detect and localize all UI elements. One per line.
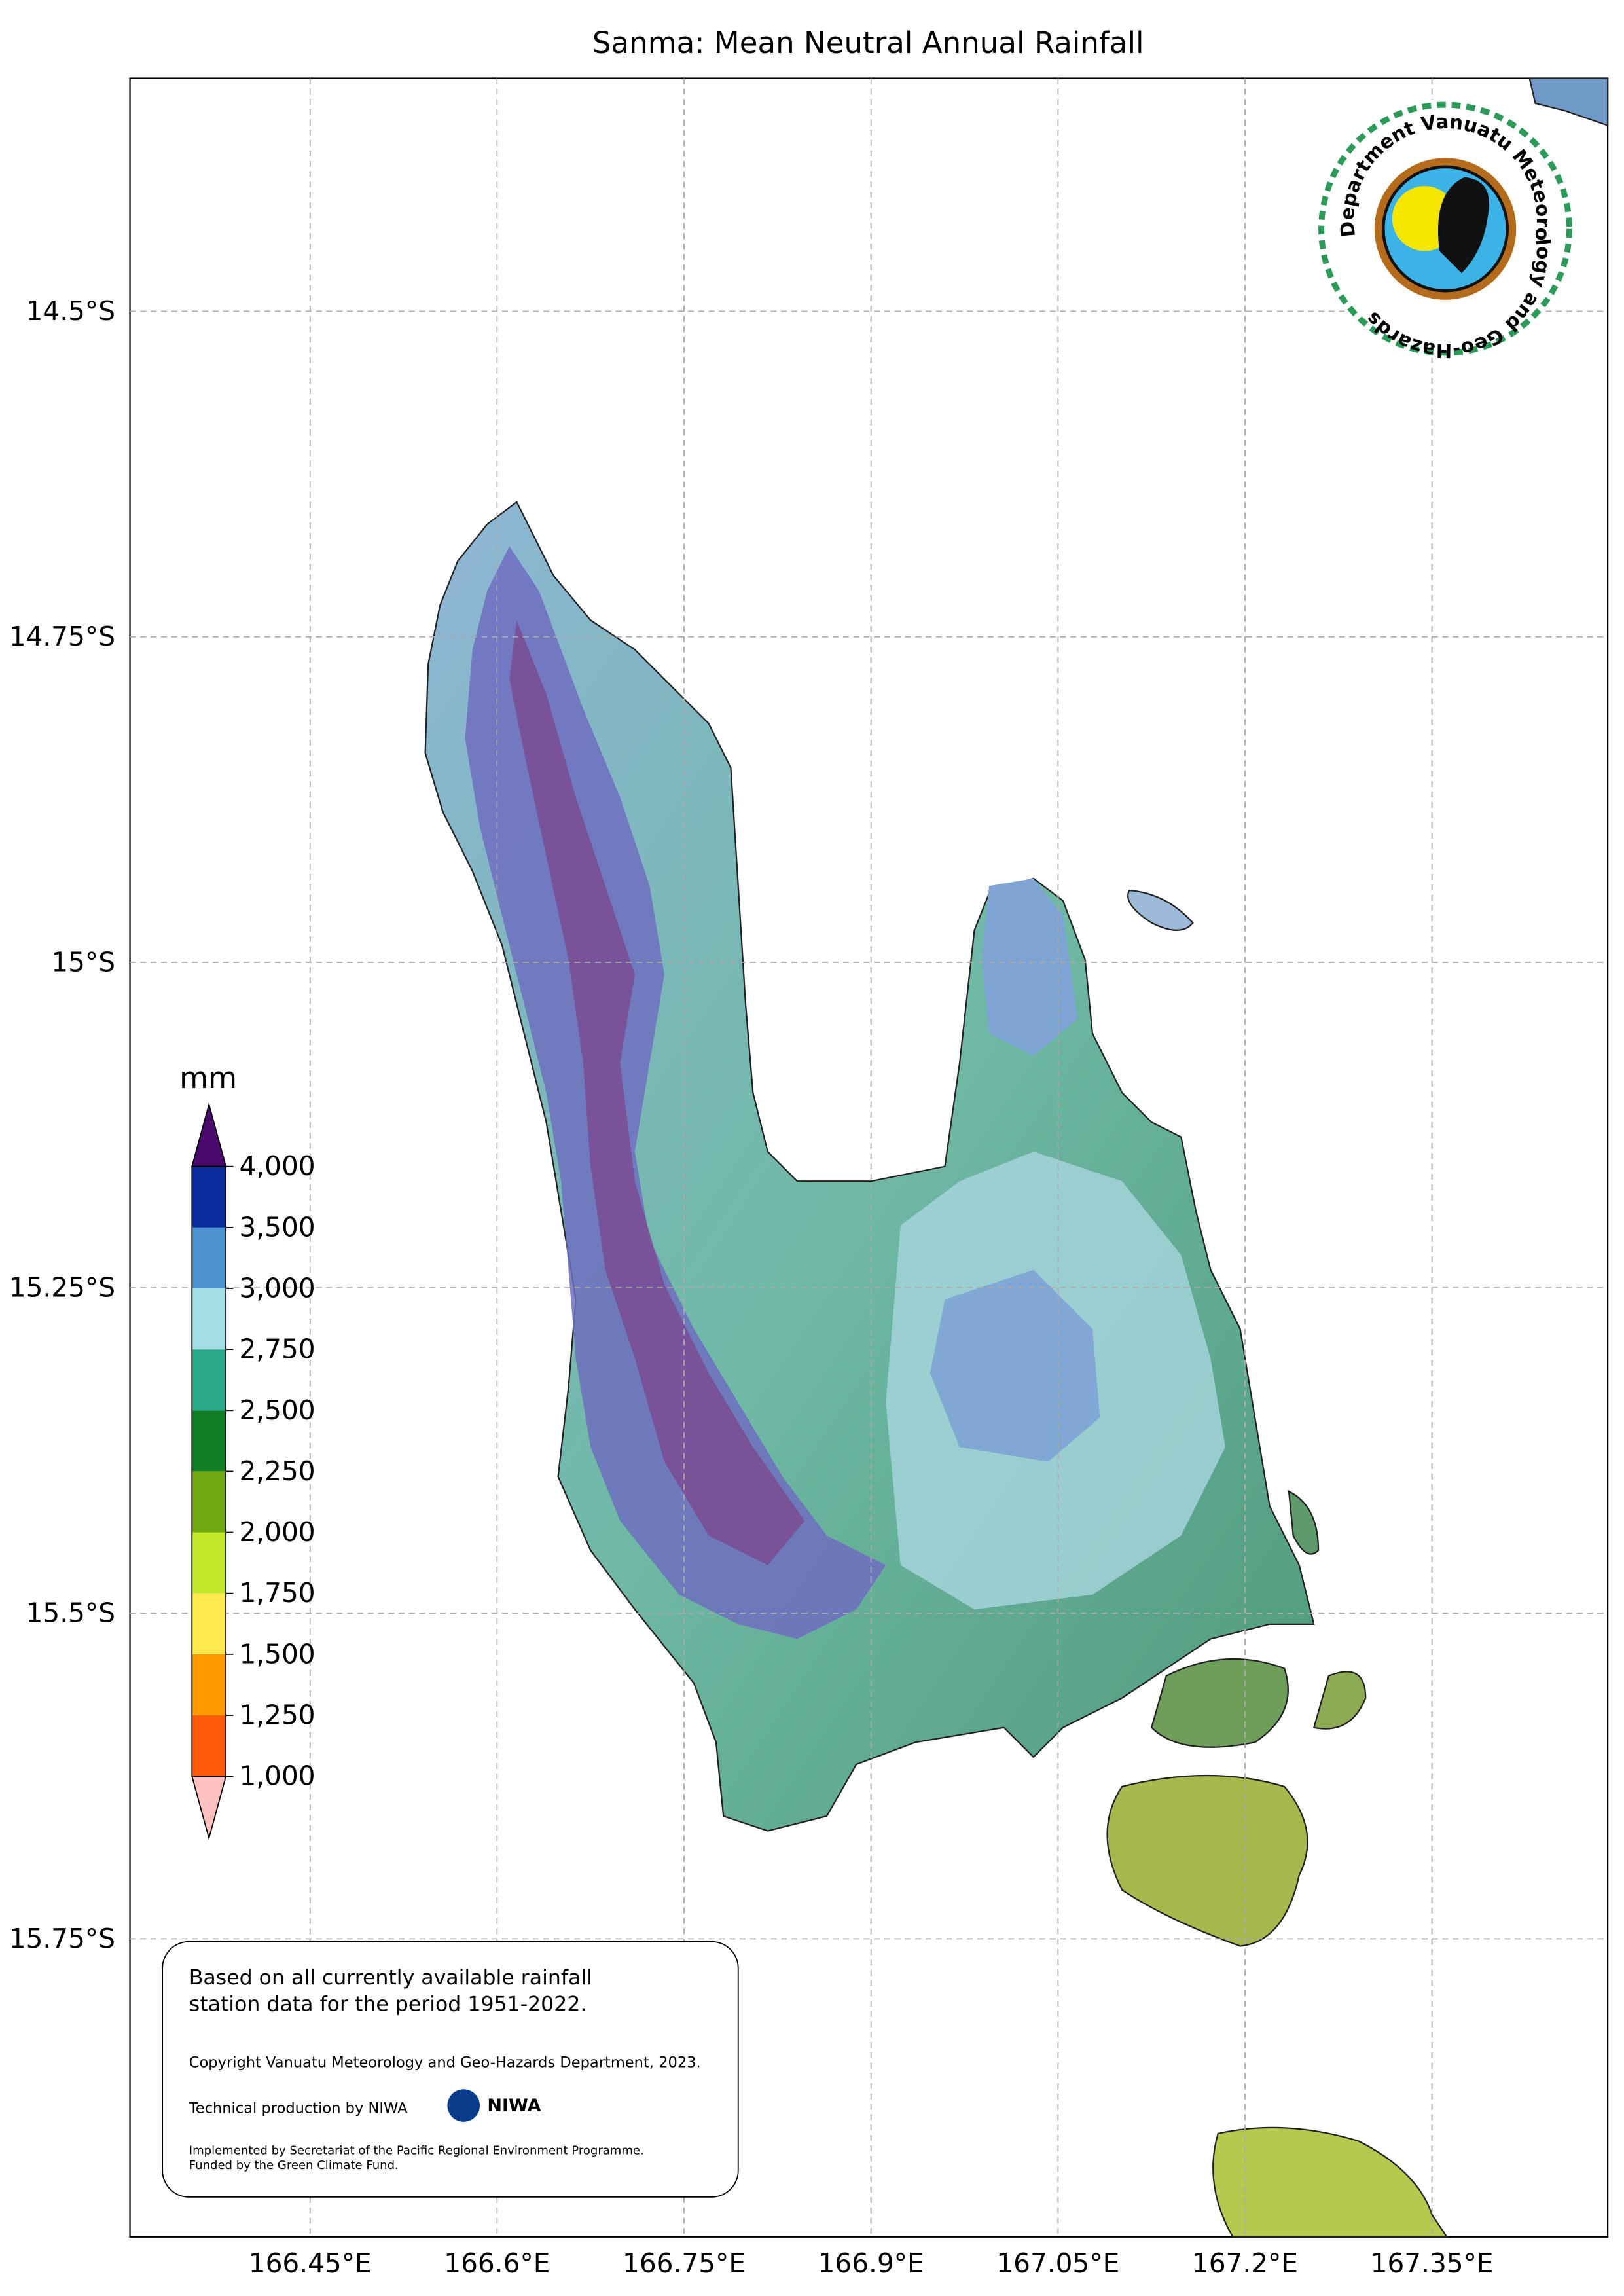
peak-area: [509, 620, 805, 1565]
colorbar: mm 1,000 1,250 1,500 1,750 2,000 2,250 2,500 2,…: [179, 1061, 316, 1841]
logo-cloud: [1437, 177, 1489, 274]
colorbar-tick-label: 1,250: [239, 1700, 315, 1731]
islet: [1127, 889, 1194, 931]
logo: Department Vanuatu Meteorology and Geo-H…: [1315, 99, 1576, 362]
y-tick-label: 15.25°S: [9, 1272, 115, 1303]
colorbar-tick-label: 2,500: [239, 1394, 315, 1426]
colorbar-bin: [192, 1654, 226, 1715]
colorbar-tick-label: 3,000: [239, 1273, 315, 1304]
info-line: station data for the period 1951-2022.: [189, 1993, 587, 2016]
x-tick-label: 167.2°E: [1192, 2248, 1298, 2279]
y-tick-label: 14.75°S: [9, 621, 115, 652]
info-line: Based on all currently available rainfal…: [189, 1966, 592, 1990]
cape-area: [981, 878, 1078, 1056]
colorbar-bin: [192, 1593, 226, 1654]
colorbar-bin: [192, 1532, 226, 1594]
colorbar-bin: [192, 1166, 226, 1228]
niwa-logo: NIWA: [487, 2096, 541, 2116]
colorbar-tick-label: 1,000: [239, 1760, 315, 1792]
info-box-frame: [162, 1941, 739, 2198]
copyright: Copyright Vanuatu Meteorology and Geo-Ha…: [189, 2054, 701, 2071]
funding: Implemented by Secretariat of the Pacifi…: [189, 2143, 644, 2157]
y-tick-label: 14.5°S: [26, 295, 115, 327]
colorbar-tick-label: 2,750: [239, 1334, 315, 1365]
funding: Funded by the Green Climate Fund.: [189, 2159, 399, 2172]
colorbar-bin: [192, 1288, 226, 1350]
info-box: Based on all currently available rainfal…: [162, 1941, 739, 2198]
colorbar-bin: [192, 1715, 226, 1777]
south-island: [1106, 1774, 1308, 1947]
islet: [1288, 1489, 1320, 1555]
y-tick-label: 15.5°S: [26, 1597, 115, 1629]
north-island: [1528, 77, 1609, 127]
chart-title: Sanma: Mean Neutral Annual Rainfall: [592, 26, 1144, 60]
colorbar-tick-label: 1,750: [239, 1577, 315, 1609]
bottom-island: [1212, 2126, 1449, 2238]
colorbar-label: mm: [179, 1061, 237, 1095]
x-tick-label: 166.45°E: [249, 2248, 372, 2279]
colorbar-tick-label: 4,000: [239, 1150, 315, 1182]
colorbar-bin: [192, 1471, 226, 1533]
colorbar-bin: [192, 1227, 226, 1288]
x-tick-label: 167.05°E: [996, 2248, 1119, 2279]
x-tick-label: 166.75°E: [623, 2248, 746, 2279]
colorbar-tick-label: 2,250: [239, 1455, 315, 1487]
y-tick-label: 15°S: [51, 946, 115, 977]
colorbar-bin: [192, 1349, 226, 1411]
small-island: [1312, 1671, 1367, 1730]
x-tick-label: 167.35°E: [1371, 2248, 1494, 2279]
niwa-icon: [447, 2089, 480, 2122]
colorbar-tick-label: 3,500: [239, 1211, 315, 1243]
colorbar-tick-label: 2,000: [239, 1516, 315, 1548]
colorbar-bin: [192, 1410, 226, 1472]
y-tick-label: 15.75°S: [9, 1923, 115, 1954]
x-tick-label: 166.9°E: [818, 2248, 924, 2279]
colorbar-tick-label: 1,500: [239, 1638, 315, 1669]
malo-island: [1150, 1658, 1289, 1748]
grid: [130, 78, 1608, 2237]
x-tick-label: 166.6°E: [444, 2248, 550, 2279]
logo-wreath: [1318, 101, 1572, 356]
production: Technical production by NIWA: [189, 2100, 408, 2117]
map-frame: [129, 77, 1609, 2238]
